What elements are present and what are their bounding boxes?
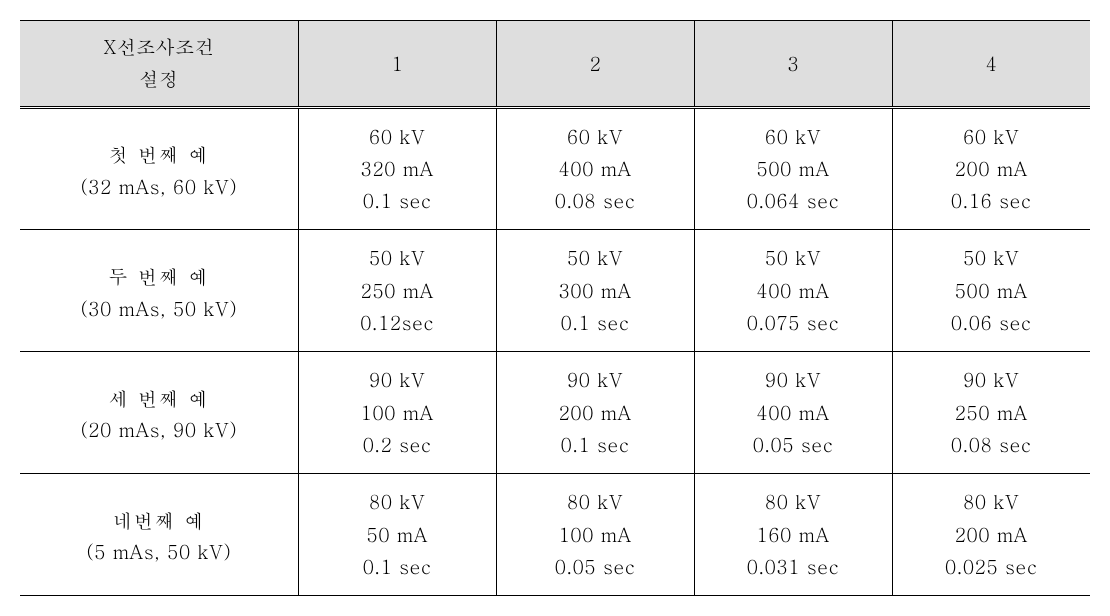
- cell-ma: 250 mA: [307, 275, 488, 307]
- cell-sec: 0.064 sec: [703, 185, 884, 217]
- cell-kv: 90 kV: [901, 364, 1082, 396]
- row-label-line2: (32 mAs, 60 kV): [28, 173, 290, 200]
- data-cell: 90 kV 400 mA 0.05 sec: [694, 352, 892, 474]
- data-cell: 50 kV 500 mA 0.06 sec: [892, 230, 1090, 352]
- row-label-line1: 첫 번째 예: [28, 138, 290, 172]
- cell-kv: 90 kV: [307, 364, 488, 396]
- table-row: 두 번째 예 (30 mAs, 50 kV) 50 kV 250 mA 0.12…: [20, 230, 1090, 352]
- cell-sec: 0.1 sec: [505, 307, 686, 339]
- cell-sec: 0.1 sec: [307, 185, 488, 217]
- cell-sec: 0.06 sec: [901, 307, 1082, 339]
- cell-kv: 60 kV: [505, 121, 686, 153]
- cell-ma: 250 mA: [901, 397, 1082, 429]
- cell-kv: 60 kV: [901, 121, 1082, 153]
- header-col-1: 1: [298, 21, 496, 108]
- cell-kv: 50 kV: [505, 242, 686, 274]
- cell-ma: 400 mA: [703, 397, 884, 429]
- cell-sec: 0.1 sec: [505, 429, 686, 461]
- cell-ma: 500 mA: [703, 153, 884, 185]
- cell-kv: 50 kV: [901, 242, 1082, 274]
- data-cell: 50 kV 400 mA 0.075 sec: [694, 230, 892, 352]
- cell-sec: 0.05 sec: [703, 429, 884, 461]
- header-col0-line1: X선조사조건: [28, 31, 290, 63]
- data-cell: 60 kV 320 mA 0.1 sec: [298, 107, 496, 230]
- header-col0-line2: 설정: [28, 63, 290, 95]
- data-cell: 90 kV 200 mA 0.1 sec: [496, 352, 694, 474]
- cell-ma: 160 mA: [703, 519, 884, 551]
- data-cell: 90 kV 100 mA 0.2 sec: [298, 352, 496, 474]
- cell-kv: 80 kV: [307, 486, 488, 518]
- data-cell: 90 kV 250 mA 0.08 sec: [892, 352, 1090, 474]
- row-label-line2: (20 mAs, 90 kV): [28, 416, 290, 443]
- cell-sec: 0.075 sec: [703, 307, 884, 339]
- data-cell: 50 kV 250 mA 0.12sec: [298, 230, 496, 352]
- row-label-line1: 세 번째 예: [28, 382, 290, 416]
- data-cell: 80 kV 100 mA 0.05 sec: [496, 474, 694, 596]
- table-row: 첫 번째 예 (32 mAs, 60 kV) 60 kV 320 mA 0.1 …: [20, 107, 1090, 230]
- cell-ma: 100 mA: [307, 397, 488, 429]
- data-cell: 80 kV 50 mA 0.1 sec: [298, 474, 496, 596]
- data-cell: 50 kV 300 mA 0.1 sec: [496, 230, 694, 352]
- table-row: 네번째 예 (5 mAs, 50 kV) 80 kV 50 mA 0.1 sec…: [20, 474, 1090, 596]
- cell-kv: 50 kV: [307, 242, 488, 274]
- row-label-line2: (30 mAs, 50 kV): [28, 295, 290, 322]
- cell-kv: 50 kV: [703, 242, 884, 274]
- header-col-4: 4: [892, 21, 1090, 108]
- data-cell: 60 kV 200 mA 0.16 sec: [892, 107, 1090, 230]
- data-cell: 60 kV 400 mA 0.08 sec: [496, 107, 694, 230]
- cell-ma: 400 mA: [505, 153, 686, 185]
- cell-kv: 80 kV: [703, 486, 884, 518]
- header-col-3: 3: [694, 21, 892, 108]
- cell-ma: 200 mA: [505, 397, 686, 429]
- row-label-line1: 두 번째 예: [28, 260, 290, 294]
- cell-ma: 200 mA: [901, 153, 1082, 185]
- cell-kv: 80 kV: [901, 486, 1082, 518]
- data-cell: 80 kV 200 mA 0.025 sec: [892, 474, 1090, 596]
- cell-ma: 100 mA: [505, 519, 686, 551]
- cell-kv: 90 kV: [703, 364, 884, 396]
- data-cell: 80 kV 160 mA 0.031 sec: [694, 474, 892, 596]
- header-row: X선조사조건 설정 1 2 3 4: [20, 21, 1090, 108]
- header-col-2: 2: [496, 21, 694, 108]
- row-label-line2: (5 mAs, 50 kV): [28, 538, 290, 565]
- header-col-condition: X선조사조건 설정: [20, 21, 298, 108]
- row-label-cell: 두 번째 예 (30 mAs, 50 kV): [20, 230, 298, 352]
- xray-settings-table: X선조사조건 설정 1 2 3 4 첫 번째 예 (32 mAs, 60 kV)…: [20, 20, 1090, 596]
- table-row: 세 번째 예 (20 mAs, 90 kV) 90 kV 100 mA 0.2 …: [20, 352, 1090, 474]
- cell-kv: 80 kV: [505, 486, 686, 518]
- cell-ma: 200 mA: [901, 519, 1082, 551]
- cell-kv: 60 kV: [307, 121, 488, 153]
- cell-sec: 0.025 sec: [901, 551, 1082, 583]
- cell-sec: 0.05 sec: [505, 551, 686, 583]
- cell-ma: 300 mA: [505, 275, 686, 307]
- cell-sec: 0.08 sec: [901, 429, 1082, 461]
- row-label-line1: 네번째 예: [28, 504, 290, 538]
- cell-sec: 0.2 sec: [307, 429, 488, 461]
- table-header: X선조사조건 설정 1 2 3 4: [20, 21, 1090, 108]
- cell-ma: 400 mA: [703, 275, 884, 307]
- row-label-cell: 세 번째 예 (20 mAs, 90 kV): [20, 352, 298, 474]
- cell-sec: 0.08 sec: [505, 185, 686, 217]
- cell-sec: 0.1 sec: [307, 551, 488, 583]
- table-body: 첫 번째 예 (32 mAs, 60 kV) 60 kV 320 mA 0.1 …: [20, 107, 1090, 596]
- row-label-cell: 첫 번째 예 (32 mAs, 60 kV): [20, 107, 298, 230]
- data-cell: 60 kV 500 mA 0.064 sec: [694, 107, 892, 230]
- xray-settings-table-container: X선조사조건 설정 1 2 3 4 첫 번째 예 (32 mAs, 60 kV)…: [20, 20, 1090, 596]
- cell-kv: 60 kV: [703, 121, 884, 153]
- cell-ma: 500 mA: [901, 275, 1082, 307]
- cell-kv: 90 kV: [505, 364, 686, 396]
- cell-sec: 0.031 sec: [703, 551, 884, 583]
- cell-ma: 50 mA: [307, 519, 488, 551]
- cell-sec: 0.16 sec: [901, 185, 1082, 217]
- cell-sec: 0.12sec: [307, 307, 488, 339]
- row-label-cell: 네번째 예 (5 mAs, 50 kV): [20, 474, 298, 596]
- cell-ma: 320 mA: [307, 153, 488, 185]
